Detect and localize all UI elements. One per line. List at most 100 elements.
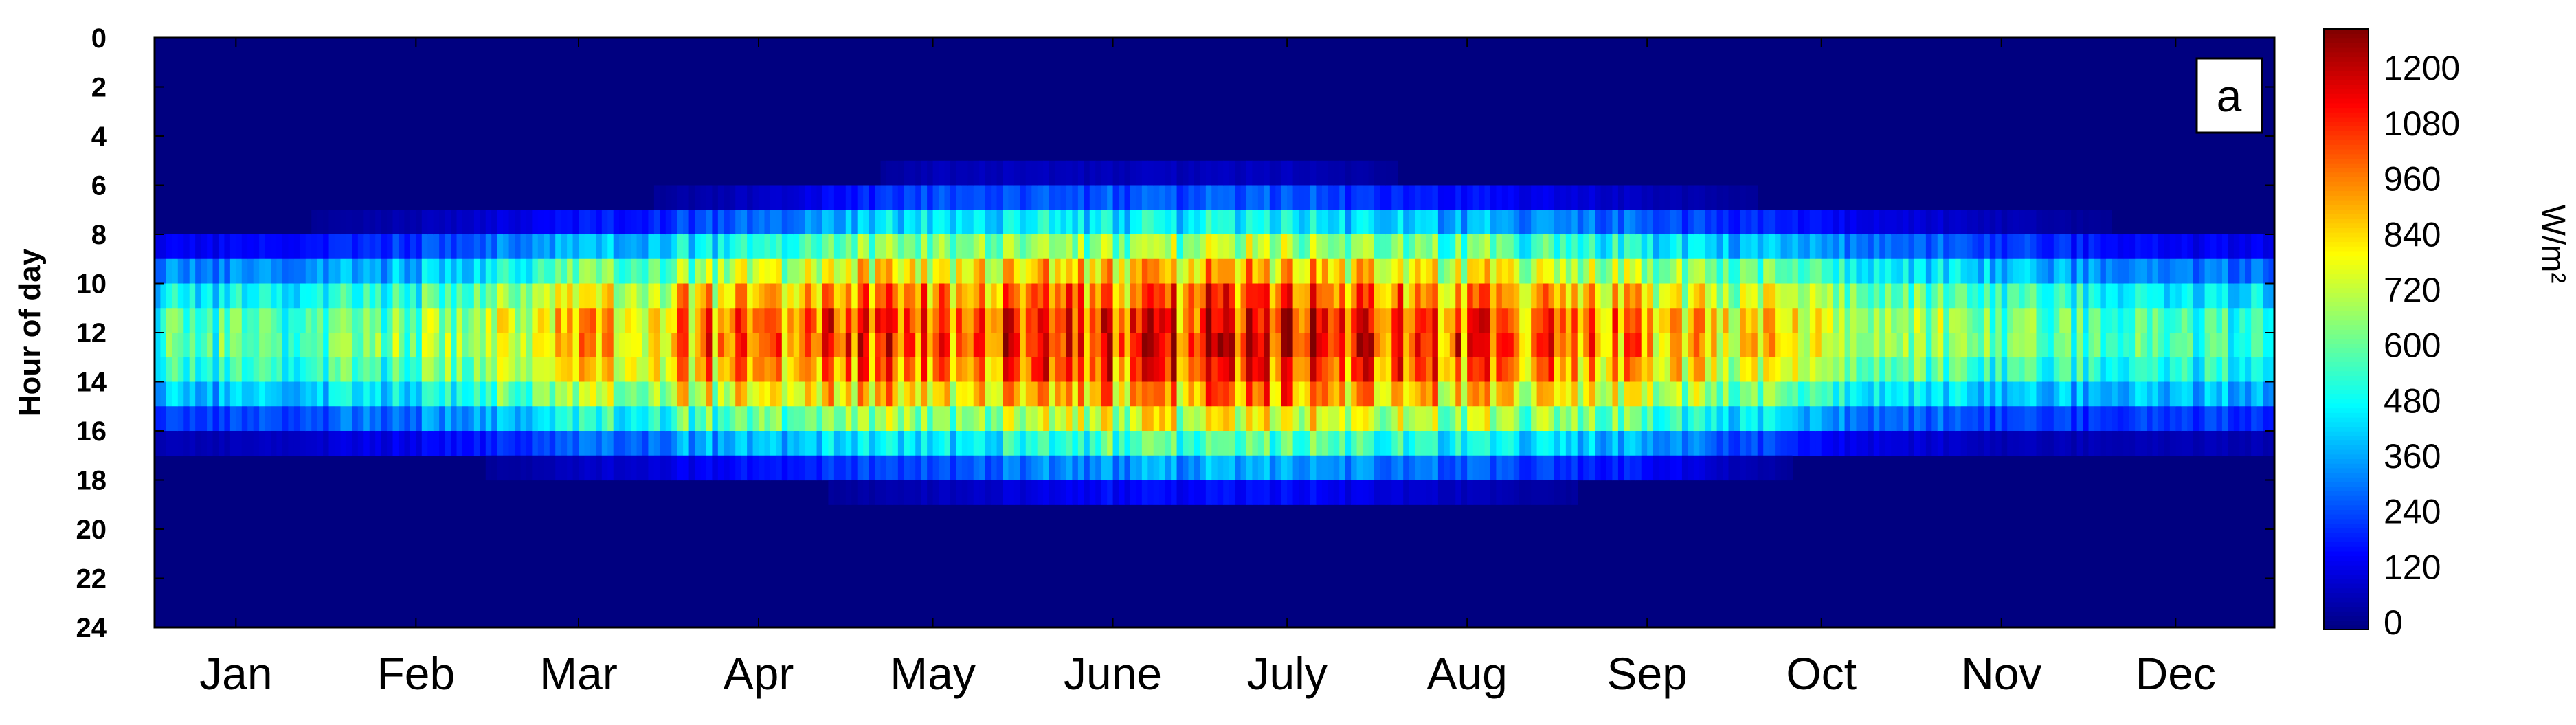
heatmap-cell [2169, 431, 2176, 456]
heatmap-cell [1624, 234, 1631, 260]
colorbar-tick-label: 720 [2384, 271, 2441, 309]
heatmap-cell [712, 258, 719, 285]
heatmap-cell [1356, 406, 1363, 432]
heatmap-cell [1444, 455, 1451, 481]
colorbar-segment [2324, 274, 2368, 279]
heatmap-cell [1624, 406, 1631, 432]
heatmap-cell [288, 357, 295, 383]
heatmap-cell [218, 381, 225, 407]
heatmap-cell [1194, 160, 1200, 186]
heatmap-cell [1659, 381, 1666, 407]
heatmap-cell [1124, 160, 1131, 186]
heatmap-cell [1833, 333, 1839, 358]
heatmap-cell [404, 381, 411, 407]
heatmap-cell [2001, 234, 2008, 260]
heatmap-cell [892, 160, 899, 186]
heatmap-cell [1821, 431, 1828, 456]
heatmap-cell [1141, 210, 1148, 235]
heatmap-cell [485, 283, 492, 309]
heatmap-cell [1084, 160, 1090, 186]
heatmap-cell [537, 258, 544, 285]
heatmap-cell [1967, 210, 1973, 235]
heatmap-cell [1723, 210, 1729, 235]
heatmap-cell [1310, 185, 1317, 210]
heatmap-cell [619, 406, 626, 432]
heatmap-cell [1310, 357, 1317, 383]
heatmap-cell [1235, 185, 1242, 210]
heatmap-cell [764, 406, 771, 432]
heatmap-cell [1368, 234, 1375, 260]
heatmap-cell [247, 283, 254, 309]
heatmap-cell [445, 357, 451, 383]
heatmap-cell [2001, 333, 2008, 358]
heatmap-cell [1606, 185, 1613, 210]
heatmap-cell [2019, 357, 2026, 383]
heatmap-cell [288, 283, 295, 309]
heatmap-cell [2024, 283, 2031, 309]
heatmap-cell [915, 185, 922, 210]
heatmap-cell [1543, 333, 1549, 358]
heatmap-cell [1484, 455, 1491, 481]
heatmap-cell [520, 455, 527, 481]
heatmap-cell [892, 480, 899, 505]
heatmap-cell [1583, 455, 1590, 481]
heatmap-cell [253, 308, 260, 333]
heatmap-cell [1908, 431, 1915, 456]
heatmap-cell [276, 258, 283, 285]
heatmap-cell [2199, 357, 2206, 383]
heatmap-cell [1908, 258, 1915, 285]
heatmap-cell [1316, 455, 1323, 481]
heatmap-cell [2129, 381, 2136, 407]
heatmap-cell [840, 308, 847, 333]
heatmap-cell [1374, 406, 1380, 432]
colorbar-segment [2324, 416, 2368, 423]
heatmap-cell [1374, 381, 1380, 407]
heatmap-cell [1775, 308, 1782, 333]
heatmap-cell [1612, 258, 1619, 285]
heatmap-cell [1577, 185, 1584, 210]
heatmap-cell [1328, 480, 1334, 505]
heatmap-cell [880, 185, 887, 210]
heatmap-cell [1264, 210, 1270, 235]
heatmap-cell [1095, 381, 1102, 407]
heatmap-cell [572, 381, 579, 407]
heatmap-cell [1084, 480, 1090, 505]
heatmap-cell [1037, 357, 1044, 383]
heatmap-cell [1844, 234, 1851, 260]
heatmap-cell [1751, 406, 1758, 432]
heatmap-cell [961, 185, 968, 210]
heatmap-cell [1879, 381, 1886, 407]
heatmap-cell [1147, 406, 1154, 432]
heatmap-cell [544, 357, 550, 383]
heatmap-cell [427, 234, 434, 260]
heatmap-cell [1496, 308, 1503, 333]
heatmap-cell [1066, 210, 1073, 235]
heatmap-cell [833, 185, 840, 210]
heatmap-cell [677, 381, 684, 407]
heatmap-cell [1664, 357, 1671, 383]
heatmap-cell [584, 357, 591, 383]
heatmap-cell [991, 258, 998, 285]
heatmap-cell [218, 406, 225, 432]
heatmap-cell [375, 258, 382, 285]
heatmap-cell [653, 431, 660, 456]
heatmap-cell [1745, 333, 1752, 358]
heatmap-cell [967, 283, 974, 309]
heatmap-cell [1391, 357, 1398, 383]
heatmap-cell [2112, 258, 2118, 285]
heatmap-cell [1606, 258, 1613, 285]
heatmap-cell [561, 234, 568, 260]
heatmap-cell [1490, 381, 1497, 407]
heatmap-cell [427, 258, 434, 285]
heatmap-cell [1339, 234, 1346, 260]
heatmap-cell [1130, 431, 1136, 456]
colorbar-segment [2324, 52, 2368, 58]
heatmap-cell [2187, 308, 2194, 333]
heatmap-cell [485, 210, 492, 235]
heatmap-cell [596, 258, 603, 285]
heatmap-cell [787, 455, 794, 481]
heatmap-cell [1513, 210, 1520, 235]
heatmap-cell [375, 431, 382, 456]
heatmap-cell [1072, 431, 1079, 456]
heatmap-cell [369, 381, 376, 407]
